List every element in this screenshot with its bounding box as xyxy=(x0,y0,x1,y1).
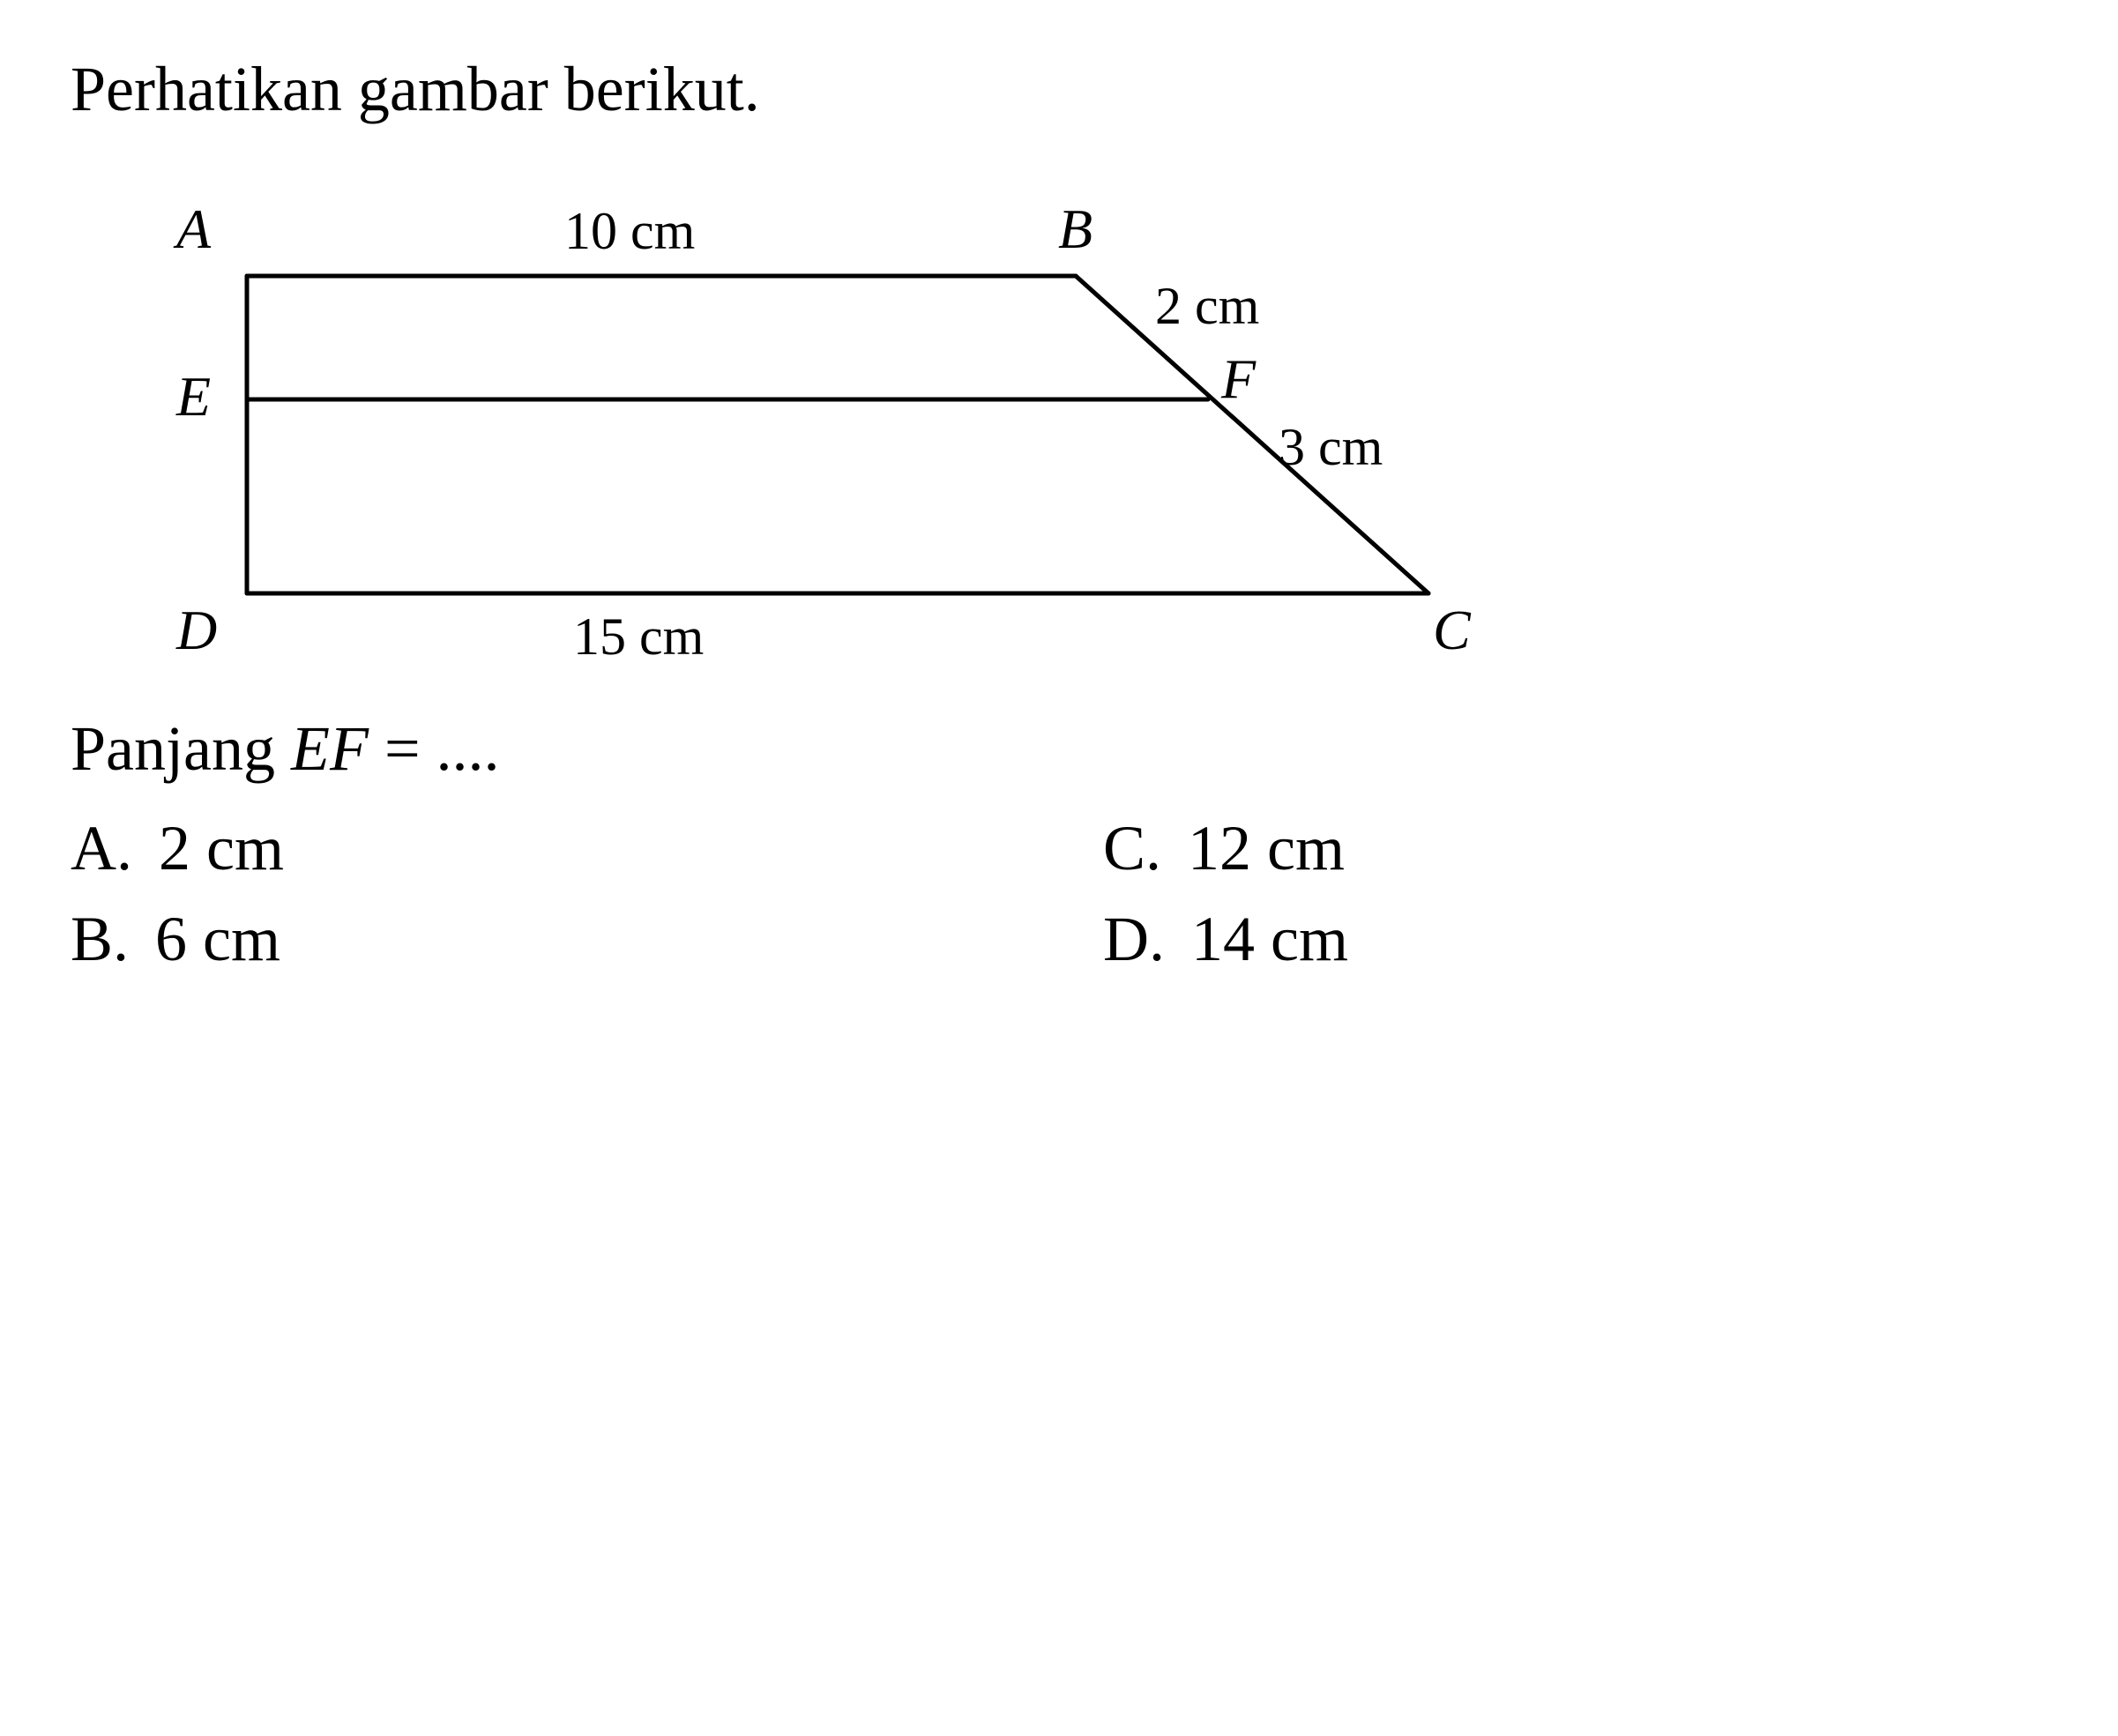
choice-d: D. 14 cm xyxy=(1103,903,2047,976)
dimension-AB: 10 cm xyxy=(564,201,695,262)
vertex-label-A: A xyxy=(176,197,211,262)
dimension-FC: 3 cm xyxy=(1279,417,1383,478)
choices-grid: A. 2 cm C. 12 cm B. 6 cm D. 14 cm xyxy=(71,812,2047,976)
prompt-prefix: Panjang xyxy=(71,713,291,784)
answer-prompt: Panjang EF = .... xyxy=(71,712,2047,786)
choice-a-text: 2 cm xyxy=(159,812,284,885)
trapezoid-diagram: ABEFDC10 cm2 cm3 cm15 cm xyxy=(106,170,2047,659)
choice-c-text: 12 cm xyxy=(1188,812,1345,885)
choice-c-letter: C. xyxy=(1103,812,1161,885)
choice-a: A. 2 cm xyxy=(71,812,1015,885)
prompt-suffix: = .... xyxy=(369,713,500,784)
vertex-label-E: E xyxy=(176,364,211,429)
choice-a-letter: A. xyxy=(71,812,132,885)
choice-b-text: 6 cm xyxy=(155,903,280,976)
choice-d-text: 14 cm xyxy=(1191,903,1348,976)
prompt-variable: EF xyxy=(291,713,369,784)
choice-b-letter: B. xyxy=(71,903,129,976)
diagram-svg xyxy=(106,170,1693,655)
question-text: Perhatikan gambar berikut. xyxy=(71,53,2047,126)
dimension-BF: 2 cm xyxy=(1155,276,1259,337)
choice-c: C. 12 cm xyxy=(1103,812,2047,885)
choice-d-letter: D. xyxy=(1103,903,1165,976)
vertex-label-C: C xyxy=(1433,598,1471,663)
vertex-label-F: F xyxy=(1221,346,1256,412)
dimension-DC: 15 cm xyxy=(573,607,704,667)
vertex-label-B: B xyxy=(1058,197,1093,262)
choice-b: B. 6 cm xyxy=(71,903,1015,976)
vertex-label-D: D xyxy=(176,598,217,663)
